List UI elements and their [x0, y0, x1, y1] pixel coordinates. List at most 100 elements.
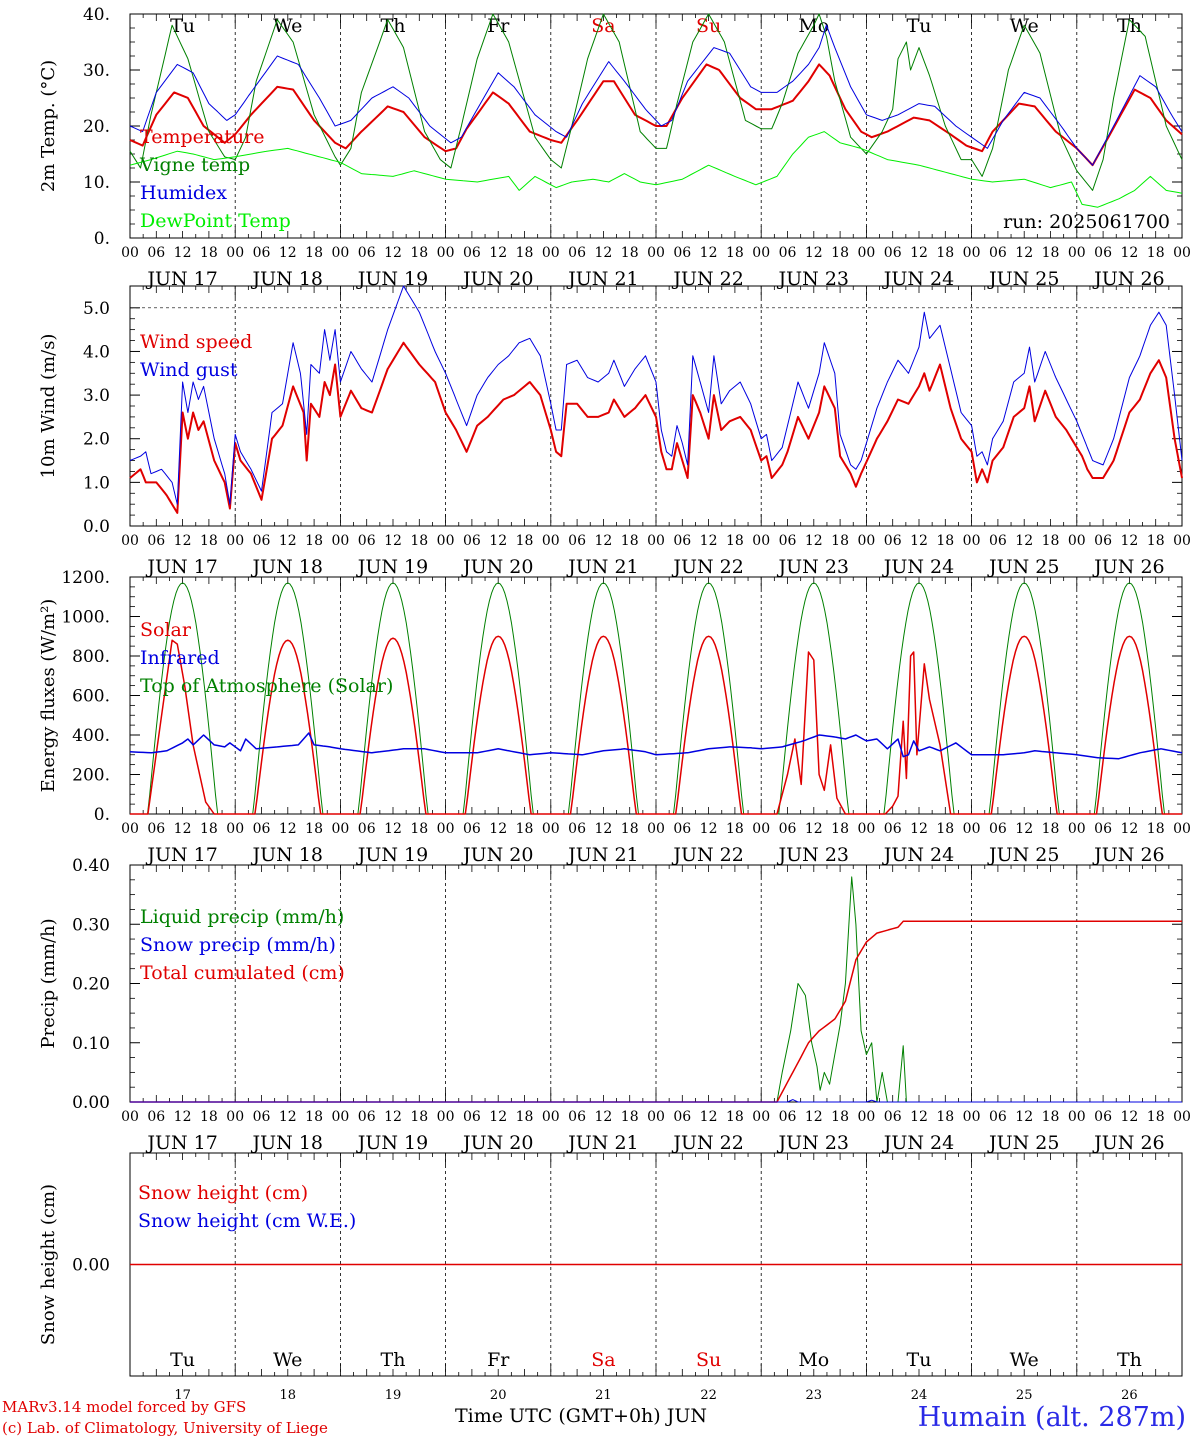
weekday-label: Su [696, 1349, 721, 1371]
hour-label: 00 [752, 1109, 770, 1125]
day-label: JUN 25 [987, 268, 1059, 290]
day-label: JUN 18 [251, 1132, 323, 1154]
day-number: 20 [490, 1388, 507, 1403]
hour-label: 00 [647, 1109, 665, 1125]
hour-label: 18 [831, 533, 849, 549]
y-tick-label: 2.0 [83, 430, 110, 450]
day-label: JUN 19 [356, 268, 428, 290]
weekday-label: We [273, 15, 302, 37]
hour-label: 18 [831, 1109, 849, 1125]
hour-label: 00 [857, 821, 875, 837]
run-annotation: run: 2025061700 [1003, 211, 1170, 233]
y-tick-label: 4.0 [83, 342, 110, 362]
y-tick-label: 3.0 [83, 386, 110, 406]
weekday-label: Th [1117, 15, 1142, 37]
hour-label: 12 [384, 821, 402, 837]
hour-label: 12 [1015, 1109, 1033, 1125]
y-tick-label: 1000. [61, 608, 110, 628]
hour-label: 12 [1015, 533, 1033, 549]
y-tick-label: 0.00 [72, 1256, 110, 1276]
hour-label: 12 [174, 245, 192, 261]
hour-label: 12 [805, 821, 823, 837]
day-number: 17 [174, 1388, 191, 1403]
day-number: 23 [806, 1388, 823, 1403]
weekday-label: We [1010, 1349, 1039, 1371]
weekday-label: Sa [591, 15, 615, 37]
hour-label: 00 [752, 245, 770, 261]
hour-label: 06 [1094, 1109, 1112, 1125]
hour-label: 18 [1147, 533, 1165, 549]
day-label: JUN 20 [461, 844, 533, 866]
hour-label: 18 [1147, 821, 1165, 837]
hour-label: 00 [752, 821, 770, 837]
model-credit-line2: (c) Lab. of Climatology, University of L… [2, 1419, 328, 1437]
hour-label: 06 [779, 533, 797, 549]
hour-label: 00 [963, 245, 981, 261]
hour-label: 00 [331, 821, 349, 837]
y-tick-label: 200. [72, 766, 110, 786]
hour-label: 12 [279, 1109, 297, 1125]
day-label: JUN 20 [461, 268, 533, 290]
series-wind-gust [129, 285, 1183, 505]
y-tick-label: 30. [83, 61, 110, 81]
hour-label: 18 [936, 245, 954, 261]
hour-label: 12 [489, 1109, 507, 1125]
y-tick-label: 10. [83, 173, 110, 193]
day-label: JUN 19 [356, 844, 428, 866]
day-label: JUN 20 [461, 556, 533, 578]
day-label: JUN 25 [987, 1132, 1059, 1154]
hour-label: 00 [121, 821, 139, 837]
hour-label: 18 [621, 1109, 639, 1125]
day-label: JUN 21 [566, 844, 638, 866]
hour-label: 18 [516, 821, 534, 837]
hour-label: 00 [437, 245, 455, 261]
time-axis-title: Time UTC (GMT+0h) JUN [455, 1405, 707, 1427]
day-label: JUN 24 [882, 1132, 954, 1154]
hour-label: 00 [857, 533, 875, 549]
weekday-label: Th [1117, 1349, 1142, 1371]
hour-label: 18 [305, 821, 323, 837]
hour-label: 00 [226, 533, 244, 549]
series-group [130, 876, 1182, 1103]
series-snow-precip-mm-h [130, 1099, 1182, 1103]
hour-label: 12 [910, 821, 928, 837]
hour-label: 06 [779, 821, 797, 837]
hour-label: 12 [594, 245, 612, 261]
hour-label: 00 [963, 821, 981, 837]
model-credit-line1: MARv3.14 model forced by GFS [2, 1398, 247, 1416]
hour-label: 00 [1068, 533, 1086, 549]
legend-entry: Wind gust [140, 359, 238, 381]
day-label: JUN 23 [777, 1132, 849, 1154]
hour-label: 06 [989, 245, 1007, 261]
hour-label: 00 [437, 1109, 455, 1125]
hour-label: 06 [884, 821, 902, 837]
hour-label: 18 [516, 245, 534, 261]
hour-label: 06 [568, 533, 586, 549]
hour-label: 06 [253, 1109, 271, 1125]
hour-label: 00 [542, 245, 560, 261]
legend-entry: Vigne temp [139, 154, 250, 176]
day-label: JUN 26 [1092, 556, 1164, 578]
hour-label: 00 [647, 533, 665, 549]
legend-entry: Snow height (cm) [138, 1182, 308, 1204]
hour-label: 12 [489, 821, 507, 837]
hour-label: 00 [752, 533, 770, 549]
hour-label: 00 [857, 1109, 875, 1125]
hour-label: 06 [673, 1109, 691, 1125]
hour-label: 06 [989, 1109, 1007, 1125]
day-label: JUN 19 [356, 1132, 428, 1154]
time-axis-title-part1: Time UTC (GMT+0h) [455, 1405, 661, 1427]
y-tick-label: 20. [83, 117, 110, 137]
hour-label: 06 [358, 821, 376, 837]
hour-label: 12 [805, 245, 823, 261]
hour-label: 18 [831, 821, 849, 837]
panel-snow: 0.00 Snow height (cm) Tu We Th Fr Sa Su Mo Tu We Th… [38, 1152, 1183, 1403]
hour-label: 00 [121, 533, 139, 549]
hour-label: 12 [489, 533, 507, 549]
hour-label: 18 [621, 821, 639, 837]
legend-entry: Liquid precip (mm/h) [140, 906, 344, 928]
station-name: Humain (alt. 287m) [917, 1402, 1186, 1433]
series-temperature [129, 63, 1183, 167]
hour-label: 18 [726, 1109, 744, 1125]
hour-label: 06 [568, 1109, 586, 1125]
